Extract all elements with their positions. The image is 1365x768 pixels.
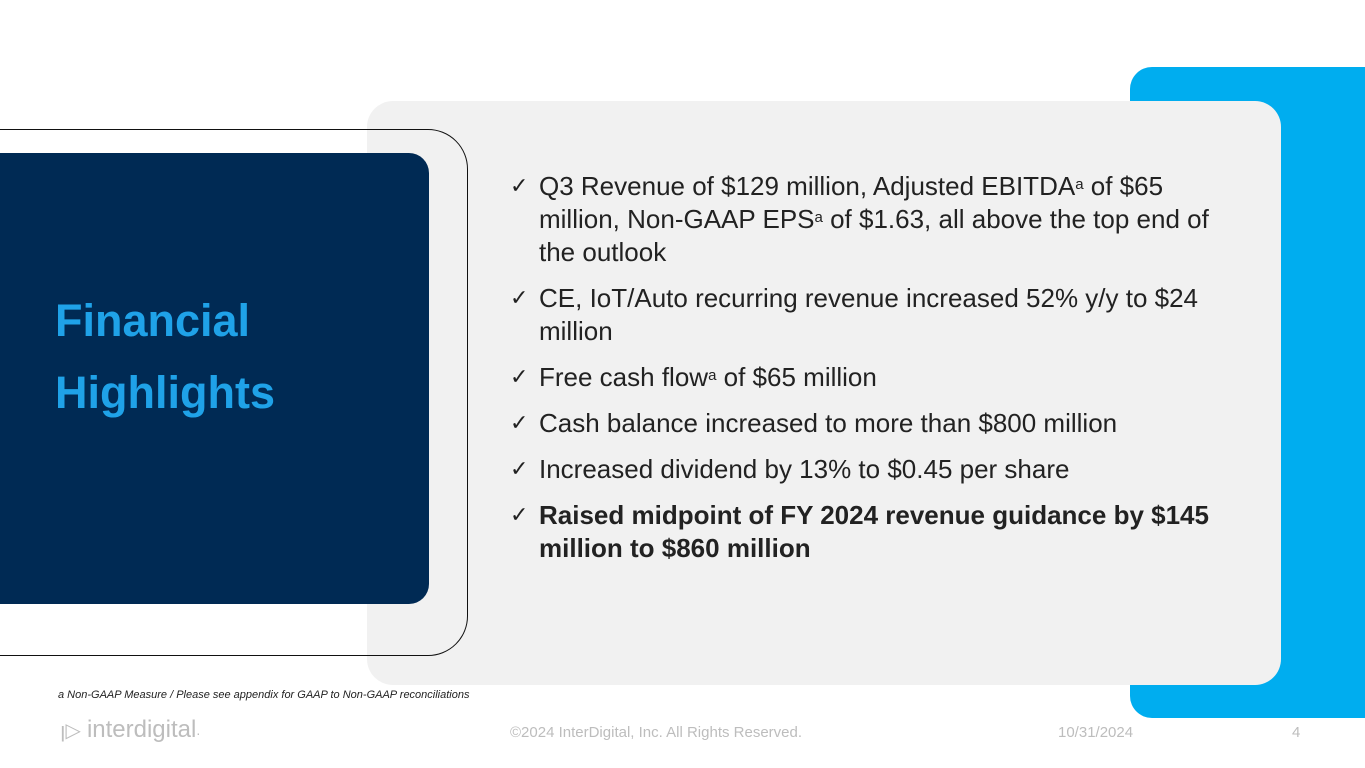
text: Raised midpoint of FY 2024 revenue guida… — [539, 500, 1209, 563]
company-logo: ꞁ▷ interdigital. — [60, 716, 200, 744]
check-icon: ✓ — [510, 286, 529, 311]
list-item: ✓ CE, IoT/Auto recurring revenue increase… — [510, 282, 1240, 348]
check-icon: ✓ — [510, 411, 529, 436]
content-panel — [367, 101, 1281, 685]
superscript: a — [1075, 176, 1084, 193]
check-icon: ✓ — [510, 457, 529, 482]
list-item: ✓ Raised midpoint of FY 2024 revenue guid… — [510, 499, 1240, 565]
copyright: ©2024 InterDigital, Inc. All Rights Rese… — [510, 724, 803, 741]
text: Increased dividend by 13% to $0.45 per s… — [539, 454, 1070, 484]
page-number: 4 — [1292, 724, 1301, 741]
text: CE, IoT/Auto recurring revenue increased… — [539, 283, 1199, 346]
footnote: a Non-GAAP Measure / Please see appendix… — [58, 689, 470, 701]
text: of $65 million — [716, 362, 877, 392]
check-icon: ✓ — [510, 174, 529, 199]
highlights-list: ✓ Q3 Revenue of $129 million, Adjusted EB… — [510, 170, 1240, 578]
check-icon: ✓ — [510, 503, 529, 528]
list-item: ✓ Free cash flowa of $65 million — [510, 361, 1240, 394]
logo-dot: . — [196, 722, 201, 738]
text: of $1.63, all above the top end of the o… — [539, 204, 1209, 267]
list-item: ✓ Increased dividend by 13% to $0.45 per … — [510, 453, 1240, 486]
text: Free cash flow — [539, 362, 709, 392]
list-item: ✓ Cash balance increased to more than $80… — [510, 407, 1240, 440]
title-line: Financial — [55, 295, 251, 346]
text: Q3 Revenue of $129 million, Adjusted EBI… — [539, 171, 1076, 201]
outline-frame — [0, 129, 468, 656]
logo-text: interdigital — [86, 716, 197, 743]
check-icon: ✓ — [510, 365, 529, 390]
logo-mark-icon: ꞁ▷ — [60, 718, 81, 742]
superscript: a — [814, 209, 823, 226]
text: of $65 million, Non-GAAP EPS — [539, 171, 1164, 234]
slide-title: Financial Highlights — [55, 285, 275, 429]
superscript: a — [708, 367, 717, 384]
slide-date: 10/31/2024 — [1058, 724, 1134, 741]
title-block — [0, 153, 429, 604]
text: Cash balance increased to more than $800… — [539, 408, 1118, 438]
title-line: Highlights — [55, 367, 275, 418]
list-item: ✓ Q3 Revenue of $129 million, Adjusted EB… — [510, 170, 1240, 269]
